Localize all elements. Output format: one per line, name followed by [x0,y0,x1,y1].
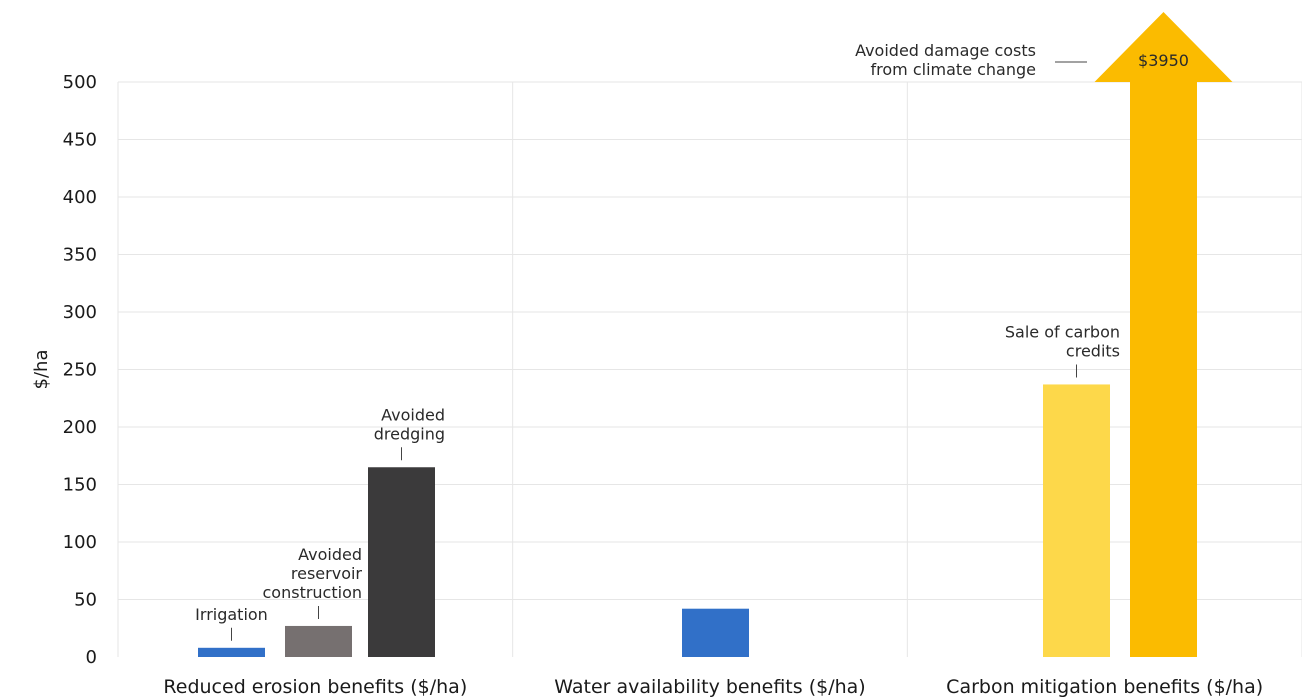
bar-label: Avoided [298,545,362,564]
bar [285,625,352,657]
bar-label: Avoided damage costs [855,41,1036,60]
bar-label: from climate change [871,60,1036,79]
bar-label: Sale of carbon [1005,322,1120,341]
category-labels: Reduced erosion benefits ($/ha) Water ava… [163,676,1263,698]
bar-label: dredging [374,424,445,443]
y-tick-label: 500 [63,72,97,93]
y-tick-label: 100 [63,532,97,553]
bar-label: Irrigation [195,605,268,624]
category-label: Reduced erosion benefits ($/ha) [163,676,467,698]
category-label: Water availability benefits ($/ha) [554,676,865,698]
y-tick-label: 150 [63,475,97,496]
y-axis-ticks: 0 50 100 150 200 250 300 350 400 450 500 [63,72,97,668]
y-tick-label: 200 [63,417,97,438]
y-axis-label: $/ha [31,350,52,390]
y-tick-label: 50 [74,590,97,611]
bar-value-label: $3950 [1138,51,1189,70]
bar-label: Avoided [381,405,445,424]
y-tick-label: 250 [63,360,97,381]
bar-label: credits [1066,341,1120,360]
bar-label: reservoir [291,564,363,583]
y-tick-label: 450 [63,130,97,151]
y-tick-label: 350 [63,245,97,266]
bar [682,608,749,657]
y-tick-label: 300 [63,302,97,323]
category-label: Carbon mitigation benefits ($/ha) [946,676,1263,698]
y-tick-label: 0 [86,647,97,668]
bar [1043,384,1110,657]
y-tick-label: 400 [63,187,97,208]
bar-label: construction [263,583,363,602]
bar-annotations: IrrigationAvoidedreservoirconstructionAv… [195,41,1189,641]
bar [198,647,265,657]
bar-arrow-avoided-damage [1094,12,1233,657]
bars [198,12,1233,657]
bar [368,467,435,657]
